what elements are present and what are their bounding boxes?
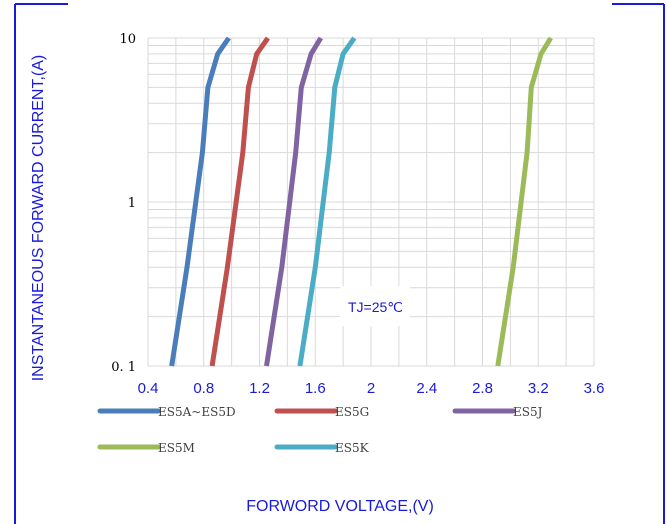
series-lines <box>169 36 553 367</box>
x-tick-labels: 0.4 0.8 1.2 1.6 2 2.4 2.8 3.2 3.6 <box>138 380 605 397</box>
x-axis-title: FORWORD VOLTAGE,(V) <box>246 498 434 515</box>
legend-label: ES5K <box>335 441 370 455</box>
temperature-annotation: TJ=25℃ <box>340 286 410 326</box>
x-tick-label: 2 <box>367 380 375 397</box>
series-line-es5a-es5d <box>169 36 231 367</box>
legend-label: ES5A~ES5D <box>158 405 236 419</box>
x-tick-label: 1.6 <box>305 380 326 397</box>
y-tick-labels: 0. 1 1 10 <box>111 32 136 375</box>
y-tick-label: 10 <box>119 32 136 47</box>
x-tick-label: 3.2 <box>528 380 549 397</box>
series-line-es5g <box>209 36 270 367</box>
x-tick-label: 0.4 <box>138 380 159 397</box>
x-tick-label: 0.8 <box>193 380 214 397</box>
x-tick-label: 3.6 <box>584 380 605 397</box>
legend-label: ES5G <box>335 405 369 419</box>
y-axis-title: INSTANTANEOUS FORWARD CURRENT,(A) <box>30 55 47 382</box>
legend-label: ES5M <box>158 441 195 455</box>
annotation-box <box>340 286 410 326</box>
x-tick-label: 1.2 <box>249 380 270 397</box>
series-line-es5m <box>495 36 553 367</box>
x-tick-label: 2.8 <box>472 380 493 397</box>
series-line-es5j <box>264 36 323 367</box>
y-tick-label: 0. 1 <box>111 360 136 375</box>
annotation-text: TJ=25℃ <box>348 299 403 315</box>
y-tick-label: 1 <box>128 196 136 211</box>
chart-legend: ES5A~ES5D ES5G ES5J ES5M ES5K <box>97 405 543 455</box>
x-tick-label: 2.4 <box>416 380 437 397</box>
legend-label: ES5J <box>513 405 543 419</box>
series-line-es5k <box>297 36 357 367</box>
